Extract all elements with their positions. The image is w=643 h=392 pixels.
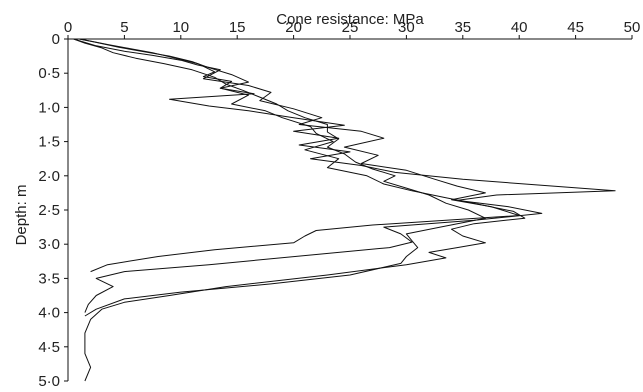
y-axis-title: Depth: m <box>13 185 30 246</box>
x-tick-label: 35 <box>454 19 471 36</box>
y-tick-label: 1·5 <box>38 134 60 151</box>
y-tick-label: 0·5 <box>38 65 60 82</box>
y-tick-label: 3·0 <box>38 236 60 253</box>
y-tick-label: 2·0 <box>38 168 60 185</box>
chart-axes: 0 5 10 15 20 25 30 35 40 45 50 0 0·5 1·0 1·5 2·0 2·5 3·0 3… <box>38 19 640 390</box>
chart-series-layer <box>73 38 616 382</box>
x-tick-label: 45 <box>567 19 584 36</box>
cone-profile-line-3 <box>73 38 520 273</box>
x-tick-label: 30 <box>398 19 415 36</box>
y-tick-label: 5·0 <box>38 373 60 390</box>
cone-profile-line-2 <box>79 38 616 313</box>
y-tick-label: 4·5 <box>38 339 60 356</box>
y-tick-label: 1·0 <box>38 99 60 116</box>
x-axis-title: Cone resistance: MPa <box>276 11 424 28</box>
x-tick-label: 40 <box>511 19 528 36</box>
x-tick-label: 0 <box>64 19 72 36</box>
cone-profile-line-4 <box>73 38 486 317</box>
cone-profile-line-1 <box>79 38 526 382</box>
x-tick-label: 20 <box>285 19 302 36</box>
y-tick-label: 4·0 <box>38 305 60 322</box>
x-tick-label: 5 <box>120 19 128 36</box>
x-tick-label: 10 <box>172 19 189 36</box>
x-tick-label: 15 <box>229 19 246 36</box>
y-tick-label: 0 <box>52 31 60 48</box>
y-tick-label: 3·5 <box>38 270 60 287</box>
y-tick-label: 2·5 <box>38 202 60 219</box>
x-tick-label: 50 <box>624 19 641 36</box>
x-tick-label: 25 <box>342 19 359 36</box>
